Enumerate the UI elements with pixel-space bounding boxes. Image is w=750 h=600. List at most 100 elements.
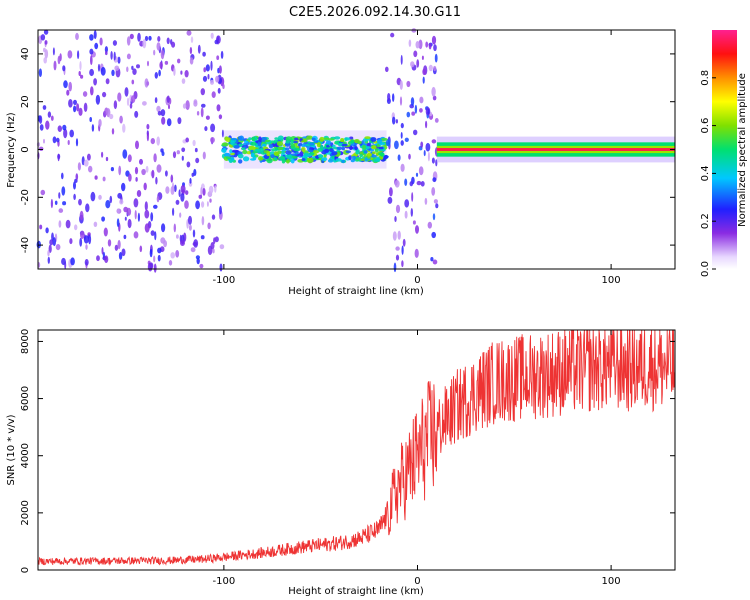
spectrogram-cell bbox=[184, 70, 189, 78]
spectrogram-cell bbox=[399, 80, 403, 90]
spectrogram-cell bbox=[101, 247, 104, 255]
spectrogram-cell bbox=[395, 119, 398, 124]
spectrogram-cell bbox=[410, 208, 413, 217]
spectrogram-cell bbox=[376, 156, 380, 162]
spectrogram-cell bbox=[416, 59, 420, 68]
spectrogram-cell bbox=[433, 44, 437, 52]
spectrogram-cell bbox=[200, 107, 204, 118]
spectrogram-cell bbox=[416, 180, 422, 186]
spectrogram-cell bbox=[200, 186, 203, 197]
spectrogram-cell bbox=[50, 115, 54, 121]
spectrogram-cell bbox=[301, 146, 306, 152]
spectrogram-cell bbox=[204, 126, 208, 132]
snr-x-axis-label: Height of straight line (km) bbox=[288, 586, 424, 597]
spectrogram-cell bbox=[153, 153, 157, 163]
spectrogram-cell bbox=[144, 35, 149, 42]
spectrogram-cell bbox=[58, 192, 61, 199]
spectrogram-cell bbox=[61, 257, 66, 266]
spectrogram-cell bbox=[257, 141, 262, 147]
spectrogram-cell bbox=[250, 141, 257, 146]
spectrogram-cell bbox=[161, 116, 166, 125]
spectrogram-y-tick-label: 0 bbox=[20, 146, 31, 152]
spectrogram-cell bbox=[90, 191, 96, 202]
spectrogram-cell bbox=[311, 137, 316, 141]
spectrogram-cell bbox=[83, 235, 89, 244]
spectrogram-cell bbox=[262, 143, 266, 147]
spectrogram-cell bbox=[88, 234, 92, 245]
spectrogram-cell bbox=[156, 164, 162, 173]
spectrogram-cell bbox=[433, 199, 438, 204]
spectrogram-cell bbox=[176, 234, 179, 239]
spectrogram-cell bbox=[180, 184, 186, 194]
spectrogram-cell bbox=[168, 260, 173, 266]
spectrogram-cell bbox=[166, 118, 172, 127]
spectrogram-cell bbox=[201, 216, 205, 226]
spectrogram-cell bbox=[427, 108, 430, 115]
spectrogram-cell bbox=[78, 198, 82, 206]
spectrogram-cell bbox=[179, 212, 182, 218]
spectrogram-cell bbox=[105, 156, 109, 162]
spectrogram-cell bbox=[156, 195, 160, 203]
spectrogram-cell bbox=[151, 169, 155, 179]
spectrogram-cell bbox=[188, 181, 193, 187]
snr-y-tick-label: 0 bbox=[20, 567, 31, 573]
spectrogram-cell bbox=[104, 46, 108, 53]
spectrogram-cell bbox=[242, 156, 250, 162]
spectrogram-cell bbox=[49, 239, 54, 246]
spectrogram-cell bbox=[222, 147, 227, 153]
spectrogram-cell bbox=[47, 249, 50, 257]
spectrogram-cell bbox=[432, 177, 437, 183]
spectrogram-cell bbox=[431, 157, 435, 164]
spectrogram-cell bbox=[127, 218, 132, 229]
spectrogram-cell bbox=[212, 248, 215, 254]
spectrogram-cell bbox=[422, 76, 425, 84]
spectrogram-cell bbox=[408, 39, 412, 47]
spectrogram-cell bbox=[116, 218, 120, 228]
spectrogram-cell bbox=[175, 199, 180, 205]
spectrogram-cell bbox=[291, 153, 298, 156]
spectrogram-cell bbox=[133, 198, 139, 208]
spectrogram-cell bbox=[180, 192, 185, 202]
spectrogram-cell bbox=[98, 194, 102, 200]
spectrogram-cell bbox=[238, 159, 243, 164]
spectrogram-cell bbox=[165, 186, 170, 194]
spectrogram-cell bbox=[85, 244, 88, 250]
spectrogram-cell bbox=[82, 91, 88, 97]
spectrogram-cell bbox=[50, 198, 54, 209]
spectrogram-x-tick-label: 0 bbox=[414, 275, 420, 286]
spectrogram-cell bbox=[425, 41, 429, 48]
spectrogram-cell bbox=[304, 152, 309, 157]
spectrogram-cell bbox=[146, 131, 149, 142]
spectrogram-cell bbox=[40, 189, 46, 196]
spectrogram-cell bbox=[144, 223, 150, 233]
spectrogram-cell bbox=[277, 135, 284, 141]
spectrogram-cell bbox=[89, 117, 92, 122]
spectrogram-cell bbox=[128, 173, 132, 182]
spectrogram-cell bbox=[101, 151, 104, 158]
spectrogram-cell bbox=[285, 140, 290, 144]
spectrogram-cell bbox=[43, 138, 45, 144]
spectrogram-cell bbox=[285, 154, 292, 159]
spectrogram-cell bbox=[93, 78, 97, 86]
snr-frame bbox=[37, 329, 676, 571]
spectrogram-cell bbox=[216, 104, 221, 112]
spectrogram-cell bbox=[219, 244, 225, 250]
spectrogram-cell bbox=[381, 137, 388, 141]
spectrogram-cell bbox=[341, 143, 348, 147]
spectrogram-cell bbox=[40, 34, 46, 41]
spectrogram-cell bbox=[285, 150, 292, 155]
spectrogram-y-tick-label: 20 bbox=[20, 95, 31, 108]
spectrogram-cell bbox=[54, 200, 58, 205]
spectrogram-cell bbox=[174, 184, 177, 192]
spectrogram-cell bbox=[111, 69, 115, 77]
spectrogram-cell bbox=[100, 66, 106, 76]
spectrogram-cell bbox=[130, 95, 136, 103]
spectrogram-cell bbox=[306, 157, 314, 163]
spectrogram-cell bbox=[202, 51, 206, 57]
spectrogram-cell bbox=[194, 147, 198, 153]
spectrogram-cell bbox=[428, 43, 432, 50]
spectrogram-cell bbox=[94, 42, 99, 50]
spectrogram-cell bbox=[266, 158, 273, 164]
spectrogram-cell bbox=[157, 247, 162, 254]
spectrogram-cell bbox=[395, 204, 401, 214]
